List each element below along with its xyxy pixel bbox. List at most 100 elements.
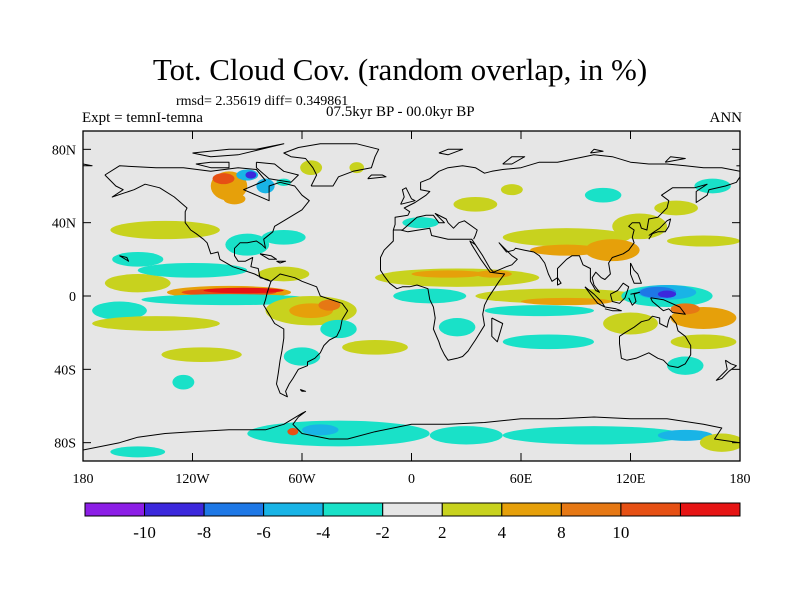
coastline xyxy=(299,389,307,392)
lat-tick-label: 0 xyxy=(69,290,76,305)
anomaly-patch xyxy=(657,429,713,441)
anomaly-patch xyxy=(521,297,613,306)
anomaly-patch xyxy=(92,301,147,320)
anomaly-patch xyxy=(502,334,594,350)
anomaly-patch xyxy=(104,274,171,293)
anomaly-patch xyxy=(603,312,658,335)
lon-tick-label: 0 xyxy=(408,472,415,487)
period-label: 07.5kyr BP - 00.0kyr BP xyxy=(326,104,475,120)
anomaly-patch xyxy=(225,233,270,256)
coastline xyxy=(276,260,287,264)
rmsd-diff-stats: rmsd= 2.35619 diff= 0.349861 xyxy=(176,94,349,109)
anomaly-patch xyxy=(670,334,737,350)
anomaly-patch xyxy=(612,213,667,240)
coastline xyxy=(628,291,641,306)
coastline xyxy=(715,359,737,381)
anomaly-patch xyxy=(349,162,365,174)
coastline xyxy=(400,187,416,205)
anomaly-patch xyxy=(453,197,498,212)
coastline xyxy=(104,165,310,282)
coastline xyxy=(393,213,478,240)
coastline xyxy=(619,315,692,368)
anomaly-patch xyxy=(137,263,248,278)
coastline xyxy=(119,255,130,262)
anomaly-patch xyxy=(657,290,677,298)
anomaly-patch xyxy=(245,171,257,179)
lon-tick-label: 120E xyxy=(616,472,646,487)
coastline xyxy=(648,218,672,240)
lon-tick-label: 60E xyxy=(510,472,533,487)
anomaly-patch xyxy=(475,270,512,278)
coastline xyxy=(380,227,506,361)
anomaly-patch xyxy=(429,426,503,445)
anomaly-patch xyxy=(694,178,731,194)
anomaly-patch xyxy=(584,239,640,262)
coastline xyxy=(392,154,740,231)
lon-tick-label: 180 xyxy=(73,472,94,487)
coastline xyxy=(263,273,349,398)
anomaly-patch xyxy=(667,356,704,375)
anomaly-patch xyxy=(172,374,195,390)
lat-tick-label: 80S xyxy=(54,437,76,452)
coastline xyxy=(259,253,277,260)
lon-tick-label: 180 xyxy=(730,472,751,487)
coastline xyxy=(491,317,504,343)
coastline xyxy=(609,282,630,304)
coastline xyxy=(664,156,686,163)
anomaly-patch xyxy=(112,252,164,267)
lat-tick-label: 40N xyxy=(52,217,76,232)
anomaly-patch xyxy=(654,200,699,216)
coastline xyxy=(557,277,562,286)
season-label: ANN xyxy=(709,110,743,126)
anomaly-patch xyxy=(411,270,485,278)
coastline xyxy=(474,176,740,293)
experiment-label: Expt = temnI-temna xyxy=(82,110,203,126)
anomaly-patch xyxy=(161,347,242,362)
anomaly-patch xyxy=(502,426,686,445)
lat-tick-label: 80N xyxy=(52,143,76,158)
coastline xyxy=(195,161,230,169)
coastline xyxy=(438,148,464,156)
anomaly-patch xyxy=(342,340,408,355)
anomaly-patch xyxy=(320,319,357,339)
anomaly-patch xyxy=(584,187,622,203)
chart-title: Tot. Cloud Cov. (random overlap, in %) xyxy=(152,52,648,87)
anomaly-patch xyxy=(287,428,299,436)
anomaly-patch xyxy=(110,220,220,240)
anomaly-patch xyxy=(530,244,604,256)
anomaly-patch xyxy=(203,287,284,294)
anomaly-patch xyxy=(223,193,246,205)
anomaly-patch xyxy=(92,316,220,331)
anomaly-patch xyxy=(212,173,235,185)
anomaly-patch xyxy=(318,299,341,311)
lon-tick-label: 60W xyxy=(288,472,316,487)
lon-tick-label: 120W xyxy=(175,472,210,487)
coastline xyxy=(283,143,380,187)
anomaly-patch xyxy=(261,230,306,245)
coastline xyxy=(590,148,604,154)
coastline xyxy=(630,262,642,284)
coastline xyxy=(604,306,622,312)
anomaly-patch xyxy=(283,347,321,366)
anomaly-patch xyxy=(247,420,430,447)
lat-tick-label: 40S xyxy=(54,363,76,378)
coastline xyxy=(367,174,387,180)
coastline xyxy=(502,156,526,165)
anomaly-patch xyxy=(699,433,740,452)
anomaly-patch xyxy=(258,266,310,282)
coastline xyxy=(83,411,740,451)
coastline xyxy=(83,163,93,167)
coastline xyxy=(255,161,299,183)
anomaly-patch xyxy=(141,294,317,306)
anomaly-patch xyxy=(500,184,523,196)
coastline xyxy=(650,297,686,315)
anomaly-patch xyxy=(302,424,339,436)
anomaly-patch xyxy=(300,160,323,176)
coastline xyxy=(192,143,285,158)
anomaly-patch xyxy=(402,217,439,229)
anomaly-patch xyxy=(438,318,476,337)
anomaly-patch xyxy=(484,305,594,317)
anomaly-patch xyxy=(393,288,467,304)
anomaly-patch xyxy=(110,446,166,458)
